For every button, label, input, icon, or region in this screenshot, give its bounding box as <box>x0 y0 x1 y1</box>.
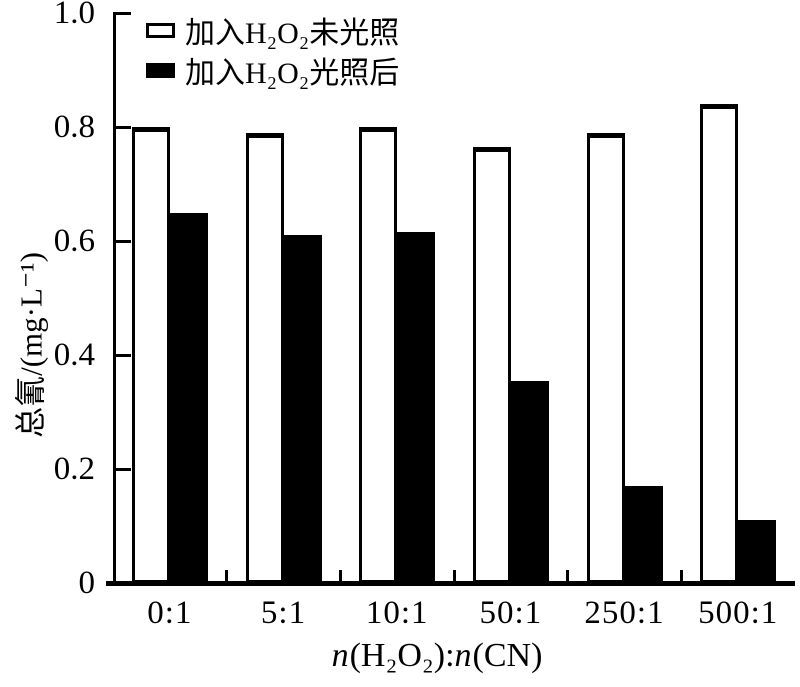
legend: 加入H₂O₂未光照 加入H₂O₂光照后 <box>146 10 399 90</box>
bar-unlit-500:1 <box>700 104 739 583</box>
x-axis-line <box>106 581 795 586</box>
y-axis-line <box>113 13 116 583</box>
legend-item-lit: 加入H₂O₂光照后 <box>146 50 399 90</box>
bar-unlit-5:1 <box>245 132 284 583</box>
y-tick <box>113 353 131 357</box>
x-title-cn: (CN) <box>472 637 543 674</box>
x-tick-label: 250:1 <box>584 595 665 631</box>
x-minor-tick <box>338 570 342 583</box>
bar-lit-0:1 <box>169 212 208 583</box>
y-tick <box>113 239 131 243</box>
x-axis-title: n(H₂O₂):n(CN) <box>332 637 543 675</box>
legend-label-unlit: 加入H₂O₂未光照 <box>185 17 400 50</box>
x-tick-label: 5:1 <box>260 595 307 631</box>
y-tick-label: 0 <box>78 565 96 601</box>
x-title-n1: n <box>331 637 349 674</box>
open-bar-swatch-icon <box>146 22 175 38</box>
bar-unlit-10:1 <box>359 127 398 583</box>
filled-bar-swatch-icon <box>146 62 175 78</box>
x-title-n2: n <box>454 637 472 674</box>
x-tick-label: 10:1 <box>365 595 429 631</box>
x-minor-tick <box>225 570 229 583</box>
y-tick-label: 0.4 <box>53 337 95 373</box>
x-minor-tick <box>679 570 683 583</box>
x-minor-tick <box>452 570 456 583</box>
x-tick-label: 500:1 <box>698 595 779 631</box>
y-tick-label: 0.2 <box>53 451 95 487</box>
y-tick-label: 1.0 <box>53 0 95 31</box>
bar-lit-5:1 <box>283 235 322 583</box>
bar-unlit-0:1 <box>131 127 170 583</box>
bar-unlit-50:1 <box>472 146 511 583</box>
x-tick-label: 0:1 <box>147 595 193 631</box>
bar-lit-10:1 <box>397 232 436 583</box>
legend-item-unlit: 加入H₂O₂未光照 <box>146 10 399 50</box>
y-tick <box>113 125 131 129</box>
x-title-h2o2: (H₂O₂) <box>349 637 446 674</box>
legend-label-lit: 加入H₂O₂光照后 <box>185 57 400 90</box>
y-tick <box>113 467 131 471</box>
y-tick-label: 0.8 <box>53 109 95 145</box>
plot-area: 0:1 5:1 10:1 50:1 250:1 500:1 0 0.2 0.4 0.6 0.8 1.0 <box>54 0 795 631</box>
bar-lit-250:1 <box>624 486 663 583</box>
x-tick-label: 50:1 <box>479 595 543 631</box>
bar-lit-500:1 <box>738 520 777 583</box>
x-minor-tick <box>566 570 570 583</box>
y-tick-label: 0.6 <box>53 223 95 259</box>
bar-unlit-250:1 <box>586 132 625 583</box>
y-tick <box>113 11 131 15</box>
x-title-colon: : <box>445 637 455 674</box>
bar-lit-50:1 <box>510 380 549 583</box>
